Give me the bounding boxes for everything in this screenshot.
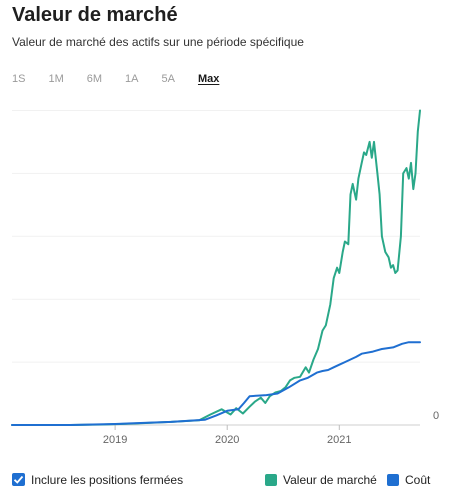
chart-footer: Inclure les positions fermées Valeur de … <box>12 470 443 490</box>
tab-range-1s[interactable]: 1S <box>12 73 26 85</box>
tab-range-1m[interactable]: 1M <box>48 73 64 85</box>
x-tick-label-2019: 2019 <box>103 434 127 446</box>
series-line-cost <box>11 341 421 426</box>
legend-swatch-cost <box>387 474 399 486</box>
checkmark-icon <box>13 475 24 484</box>
include-closed-label: Inclure les positions fermées <box>31 473 184 487</box>
x-tick-label-2020: 2020 <box>215 434 239 446</box>
tab-range-5a[interactable]: 5A <box>161 73 175 85</box>
legend-cost: Coût <box>387 473 430 487</box>
x-tick-label-2021: 2021 <box>327 434 351 446</box>
y-tick-label-0: 0 <box>433 410 439 422</box>
include-closed-checkbox[interactable] <box>12 473 25 486</box>
legend-swatch-market-value <box>265 474 277 486</box>
page-title: Valeur de marché <box>12 4 178 26</box>
tab-range-6m[interactable]: 6M <box>86 73 103 85</box>
legend-label-cost: Coût <box>405 473 431 487</box>
time-range-tabs: 1S 1M 6M 1A 5A Max <box>12 73 242 85</box>
legend-market-value: Valeur de marché <box>265 473 377 487</box>
tab-range-max[interactable]: Max <box>197 73 220 85</box>
page-subtitle: Valeur de marché des actifs sur une péri… <box>12 35 304 49</box>
legend-label-market-value: Valeur de marché <box>283 473 377 487</box>
tab-range-1a[interactable]: 1A <box>125 73 139 85</box>
market-value-chart: 2019 2020 2021 0 <box>11 109 439 446</box>
series-line-market-value <box>11 109 421 426</box>
